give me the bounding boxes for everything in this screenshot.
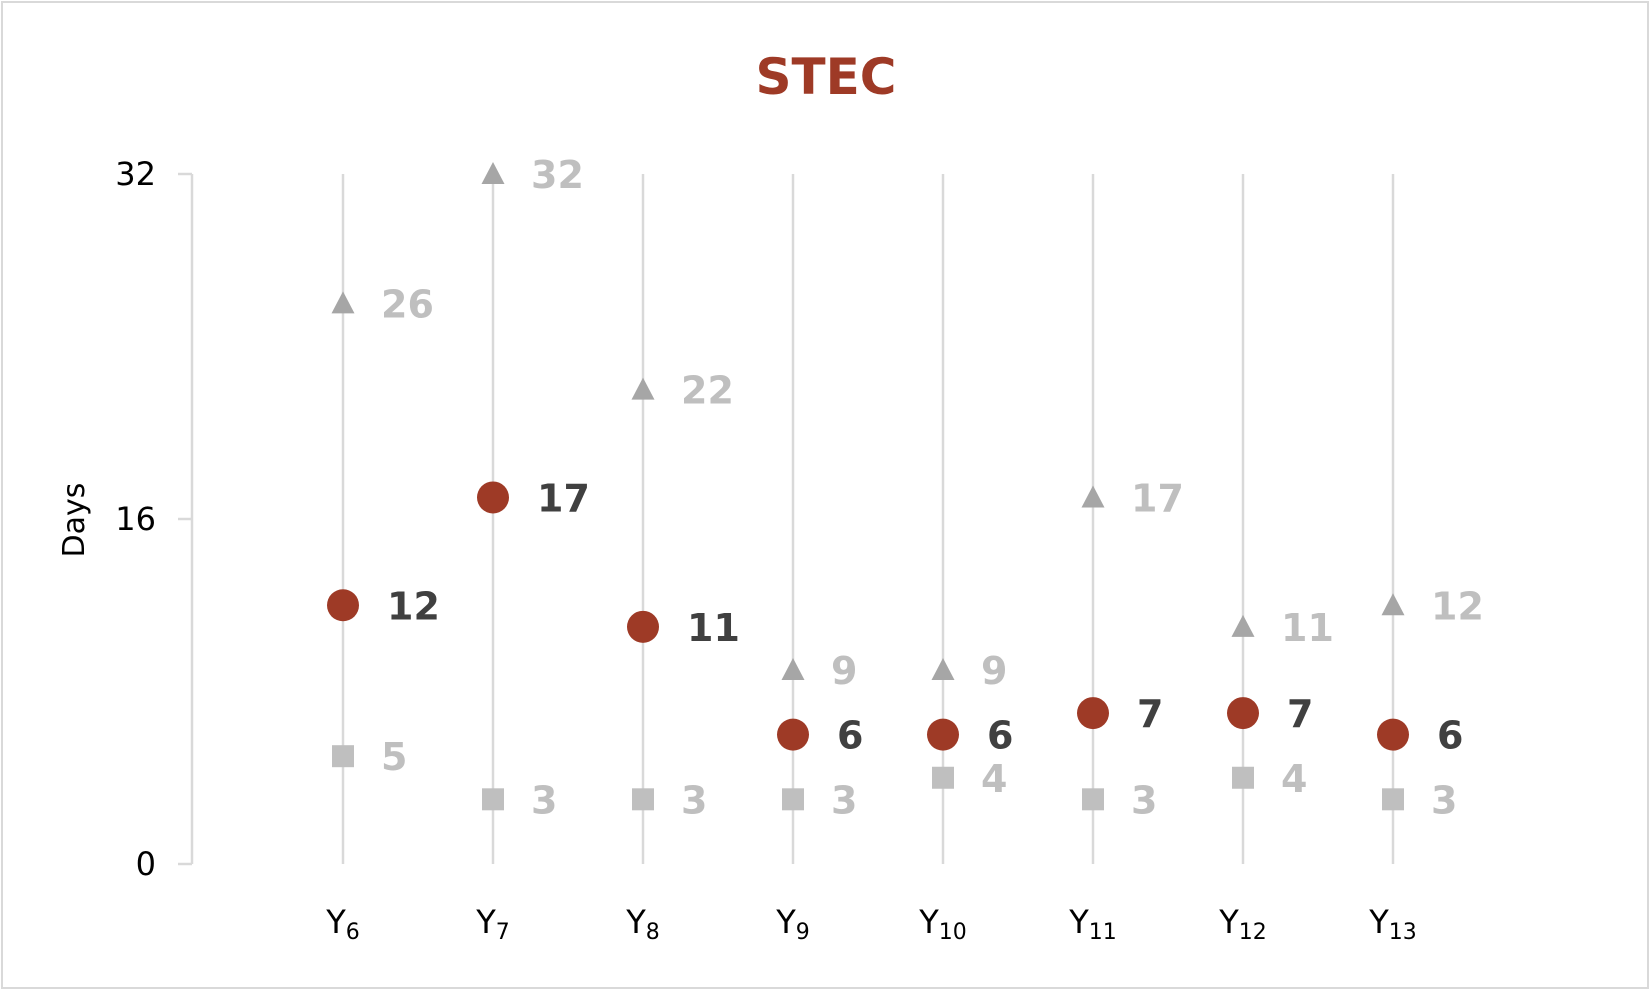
min-point: [932, 766, 954, 789]
median-point: [477, 481, 509, 514]
min-point: [632, 788, 654, 811]
median-point: [777, 718, 809, 751]
x-tick-label: Y9: [775, 903, 810, 945]
median-point: [1227, 697, 1259, 730]
min-value-label: 3: [681, 778, 707, 822]
y-tick-label: 16: [115, 500, 156, 538]
min-value-label: 4: [981, 757, 1007, 801]
y-axis: 0 16 32: [115, 155, 194, 883]
min-point: [482, 788, 504, 811]
min-value-label: 3: [1431, 778, 1457, 822]
max-point: [1081, 485, 1105, 508]
x-tick-label: Y13: [1368, 903, 1417, 945]
median-value-label: 6: [1437, 714, 1463, 758]
median-point: [1077, 697, 1109, 730]
min-value-label: 4: [1281, 757, 1307, 801]
median-value-label: 7: [1137, 692, 1163, 736]
max-value-label: 9: [981, 649, 1007, 693]
max-point: [1231, 614, 1255, 637]
y-axis-label: Days: [57, 483, 92, 558]
data-labels: 26 32 22 9 9 17 11 12 12 17 11 6 6 7 7 6 5 3 3 3 4 3 4 3: [381, 153, 1484, 822]
max-value-label: 9: [831, 649, 857, 693]
median-point: [627, 610, 659, 643]
min-value-label: 3: [1131, 778, 1157, 822]
category-stems: [341, 174, 1395, 864]
min-point: [782, 788, 804, 811]
y-tick-label: 0: [136, 845, 156, 883]
y-tick-label: 32: [115, 155, 156, 193]
max-point: [481, 162, 505, 184]
median-point: [927, 718, 959, 751]
x-tick-label: Y10: [918, 903, 967, 945]
median-value-label: 6: [837, 714, 863, 758]
chart-title: STEC: [756, 48, 897, 106]
x-tick-label: Y8: [625, 903, 660, 945]
data-marks: [327, 162, 1409, 811]
max-value-label: 26: [381, 282, 434, 326]
max-value-label: 17: [1131, 476, 1184, 520]
x-axis-ticks: Y6 Y7 Y8 Y9 Y10 Y11 Y12 Y13: [325, 903, 1417, 945]
max-value-label: 22: [681, 369, 734, 413]
median-value-label: 6: [987, 714, 1013, 758]
x-tick-label: Y6: [325, 903, 360, 945]
max-point: [781, 657, 805, 680]
max-value-label: 12: [1431, 584, 1484, 628]
max-point: [631, 377, 655, 400]
median-value-label: 12: [387, 584, 440, 628]
max-point: [1381, 593, 1405, 616]
min-point: [332, 745, 354, 768]
min-value-label: 3: [531, 778, 557, 822]
median-point: [327, 589, 359, 622]
max-point: [931, 657, 955, 680]
min-point: [1232, 766, 1254, 789]
max-point: [331, 291, 355, 314]
min-value-label: 5: [381, 735, 407, 779]
min-point: [1082, 788, 1104, 811]
max-value-label: 32: [531, 153, 584, 197]
median-value-label: 11: [687, 606, 740, 650]
x-tick-label: Y7: [475, 903, 510, 945]
x-tick-label: Y12: [1218, 903, 1267, 945]
median-point: [1377, 718, 1409, 751]
median-value-label: 17: [537, 476, 590, 520]
min-point: [1382, 788, 1404, 811]
median-value-label: 7: [1287, 692, 1313, 736]
min-value-label: 3: [831, 778, 857, 822]
max-value-label: 11: [1281, 606, 1334, 650]
x-tick-label: Y11: [1068, 903, 1117, 945]
